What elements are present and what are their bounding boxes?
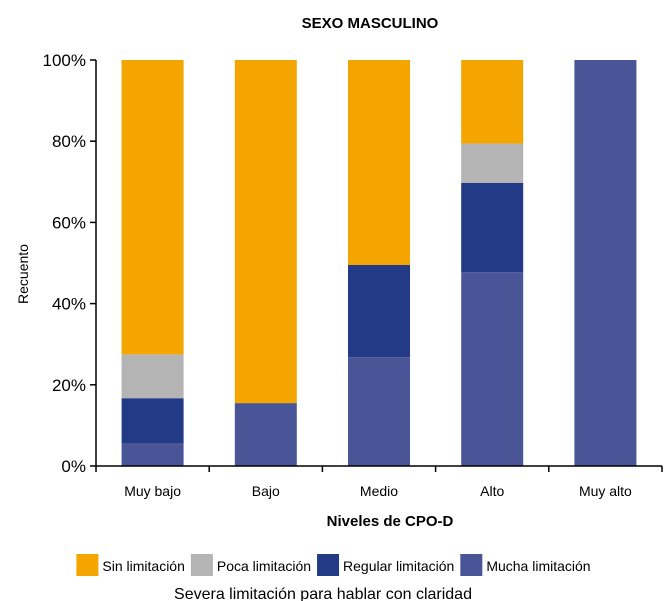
- x-axis-label: Niveles de CPO-D: [327, 513, 454, 530]
- bar-segment-5-1: [574, 60, 637, 466]
- legend: Sin limitación Poca limitación Regular lim…: [76, 554, 591, 576]
- legend-swatch: [190, 554, 213, 576]
- y-axis: 0% 20% 40% 60% 80% 100%: [43, 51, 97, 476]
- y-tick-label: 100%: [43, 51, 86, 70]
- legend-title: Severa limitación para hablar con clarid…: [174, 586, 472, 601]
- bar-segment-1-3: [121, 354, 184, 399]
- y-axis-label: Recuento: [15, 244, 31, 304]
- chart-title: SEXO MASCULINO: [302, 15, 439, 32]
- bars-group: [121, 60, 637, 466]
- legend-item: Poca limitación: [190, 554, 311, 576]
- legend-swatch: [76, 554, 99, 576]
- bar-segment-3-1: [348, 357, 410, 466]
- legend-label: Poca limitación: [217, 558, 311, 574]
- legend-item: Sin limitación: [76, 554, 185, 576]
- bar-segment-1-2: [121, 398, 184, 444]
- legend-item: Mucha limitación: [460, 554, 591, 576]
- legend-item: Regular limitación: [317, 554, 454, 576]
- x-axis: Muy bajo Bajo Medio Alto Muy alto: [95, 465, 663, 499]
- bar-segment-4-1: [461, 272, 524, 466]
- legend-swatch: [460, 554, 483, 576]
- bar-segment-4-3: [461, 143, 524, 183]
- bar-segment-3-2: [348, 265, 410, 358]
- bar-segment-2-1: [234, 403, 297, 466]
- y-tick-label: 60%: [52, 213, 86, 232]
- bar-segment-4-4: [461, 60, 524, 144]
- y-tick-label: 80%: [52, 132, 86, 151]
- x-category-label: Medio: [360, 483, 398, 499]
- legend-label: Mucha limitación: [486, 558, 590, 574]
- y-tick-label: 0%: [61, 457, 86, 476]
- y-tick-label: 40%: [52, 295, 86, 314]
- bar-segment-1-4: [121, 60, 184, 355]
- bar-segment-1-1: [121, 443, 184, 466]
- bar-segment-4-2: [461, 183, 524, 273]
- bar-segment-2-4: [234, 60, 297, 404]
- x-category-label: Bajo: [252, 483, 280, 499]
- x-category-label: Muy bajo: [124, 483, 181, 499]
- legend-swatch: [317, 554, 340, 576]
- legend-label: Sin limitación: [102, 558, 184, 574]
- bar-segment-3-4: [348, 60, 410, 265]
- x-category-label: Alto: [480, 483, 504, 499]
- legend-label: Regular limitación: [343, 558, 454, 574]
- x-category-label: Muy alto: [579, 483, 632, 499]
- y-tick-label: 20%: [52, 376, 86, 395]
